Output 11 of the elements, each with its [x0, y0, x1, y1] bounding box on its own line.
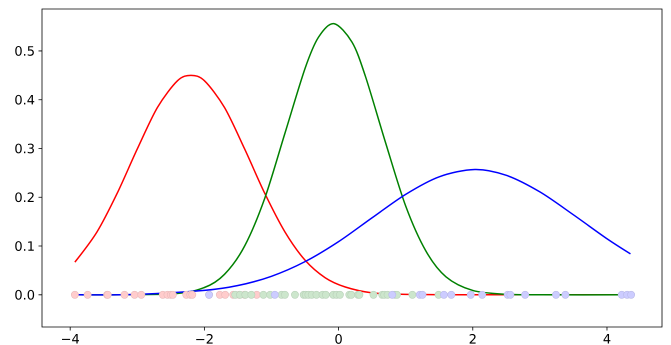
y-tick-label: 0.1	[15, 241, 34, 251]
x-tick-label: 2	[470, 334, 476, 344]
y-tick-label: 0.0	[15, 290, 34, 300]
y-tick-label: 0.2	[15, 192, 34, 202]
y-tick-label: 0.4	[15, 94, 34, 105]
y-tick-label: 0.5	[15, 46, 34, 56]
x-tick-label: 0	[335, 334, 342, 344]
x-tick-label: −2	[196, 334, 213, 344]
x-tick-label: −4	[62, 334, 80, 344]
x-tick-label: 4	[603, 334, 610, 344]
y-tick-label: 0.3	[15, 144, 34, 154]
